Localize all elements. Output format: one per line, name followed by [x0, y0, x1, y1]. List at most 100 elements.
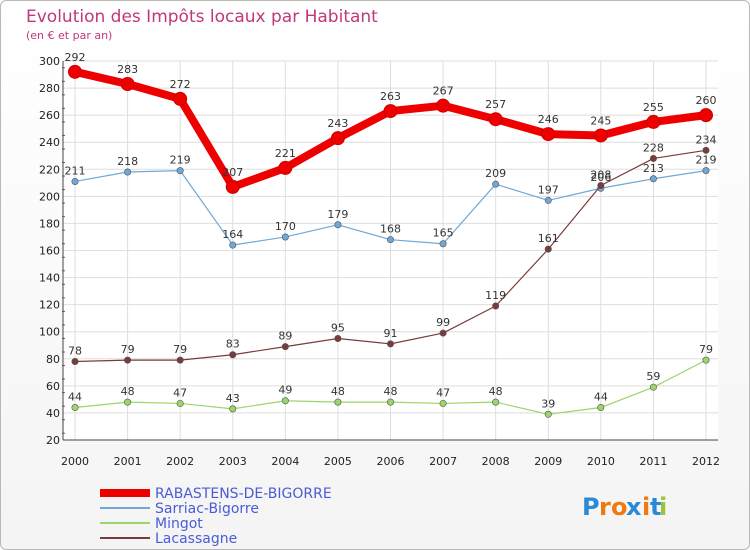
data-label: 272 [170, 78, 191, 91]
data-point [120, 77, 135, 92]
chart-title: Evolution des Impôts locaux par Habitant [26, 7, 378, 27]
y-tick-label: 40 [46, 407, 60, 420]
data-point [281, 343, 289, 351]
x-tick-label: 2010 [587, 455, 615, 468]
data-label: 283 [117, 63, 138, 76]
series-mingot: 44 48 47 43 49 48 48 47 48 39 44 59 79 [68, 343, 713, 418]
data-point [699, 108, 713, 123]
data-point [541, 127, 556, 142]
axes: 20 40 60 80 100 120 140 160 180 200 220 240 260 280 30… [39, 55, 720, 468]
data-label: 79 [173, 343, 187, 356]
x-tick-label: 2009 [534, 455, 562, 468]
legend-label: RABASTENS-DE-BIGORRE [155, 486, 332, 502]
data-point [702, 167, 710, 175]
data-label: 209 [485, 167, 506, 180]
data-label: 48 [489, 385, 503, 398]
legend-label: Sarriac-Bigorre [155, 501, 259, 517]
data-label: 234 [696, 133, 717, 146]
data-point [71, 177, 79, 185]
data-label: 292 [65, 51, 86, 64]
data-point [176, 167, 184, 175]
y-tick-label: 20 [46, 434, 60, 447]
data-point [649, 154, 657, 162]
data-label: 119 [485, 289, 506, 302]
series-group: 211 218 219 164 170 179 168 165 209 197 206 213 219 4… [65, 51, 717, 418]
data-point [229, 405, 237, 413]
data-point [646, 114, 661, 129]
data-point [176, 356, 184, 364]
data-label: 59 [646, 370, 660, 383]
data-label: 197 [538, 183, 559, 196]
data-point [334, 221, 342, 229]
data-label: 89 [278, 330, 292, 343]
x-tick-label: 2006 [377, 455, 405, 468]
data-label: 213 [643, 162, 664, 175]
data-label: 99 [436, 316, 450, 329]
y-tick-label: 100 [39, 326, 60, 339]
y-tick-label: 260 [39, 109, 60, 122]
data-point [124, 356, 132, 364]
chart-subtitle: (en € et par an) [26, 29, 112, 42]
data-label: 83 [226, 338, 240, 351]
data-point [597, 404, 605, 412]
data-point [597, 182, 605, 190]
data-point [386, 398, 394, 406]
data-point [649, 175, 657, 183]
data-label: 39 [541, 397, 555, 410]
logo-letter: r [599, 493, 611, 521]
data-label: 47 [173, 386, 187, 399]
data-label: 48 [331, 385, 345, 398]
data-label: 170 [275, 220, 296, 233]
legend-label: Lacassagne [155, 531, 237, 547]
y-tick-label: 280 [39, 82, 60, 95]
data-label: 43 [226, 392, 240, 405]
data-label: 245 [590, 114, 611, 127]
series-lacassagne: 78 79 79 83 89 95 91 99 119 161 208 228 234 [68, 133, 717, 365]
x-tick-label: 2005 [324, 455, 352, 468]
data-point [593, 128, 608, 143]
data-label: 208 [590, 169, 611, 182]
data-point [492, 398, 500, 406]
logo-letter: i [642, 493, 650, 521]
series-sarriac-bigorre: 211 218 219 164 170 179 168 165 209 197 206 213 219 [65, 154, 717, 249]
data-point [334, 398, 342, 406]
data-label: 221 [275, 147, 296, 160]
data-label: 267 [433, 85, 454, 98]
data-label: 257 [485, 98, 506, 111]
data-point [383, 104, 398, 119]
x-tick-label: 2000 [61, 455, 89, 468]
data-label: 95 [331, 321, 345, 334]
data-label: 246 [538, 113, 559, 126]
logo-letter: x [626, 493, 642, 521]
logo-letter: i [659, 493, 667, 521]
y-tick-label: 80 [46, 353, 60, 366]
data-point [702, 146, 710, 154]
data-label: 211 [65, 164, 86, 177]
data-label: 161 [538, 232, 559, 245]
data-point [225, 179, 240, 194]
y-tick-label: 300 [39, 55, 60, 68]
x-tick-label: 2001 [114, 455, 142, 468]
data-point [702, 356, 710, 364]
data-label: 207 [222, 166, 243, 179]
data-point [649, 383, 657, 391]
data-point [281, 233, 289, 241]
data-label: 219 [170, 154, 191, 167]
data-point [492, 180, 500, 188]
data-label: 179 [327, 208, 348, 221]
data-point [68, 64, 82, 79]
data-point [71, 357, 79, 365]
data-label: 91 [384, 327, 398, 340]
logo-letter: o [611, 493, 628, 521]
data-label: 48 [121, 385, 135, 398]
data-point [386, 236, 394, 244]
data-label: 44 [594, 391, 608, 404]
data-label: 78 [68, 344, 82, 357]
data-label: 260 [696, 94, 717, 107]
data-point [176, 399, 184, 407]
data-point [439, 399, 447, 407]
data-label: 165 [433, 227, 454, 240]
data-label: 218 [117, 155, 138, 168]
logo-letter: P [582, 493, 600, 521]
